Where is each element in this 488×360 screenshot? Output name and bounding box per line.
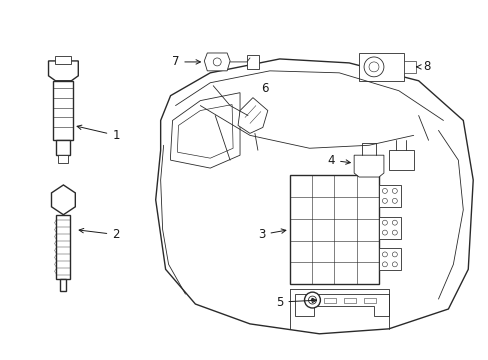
Text: 5: 5 (275, 296, 316, 309)
Circle shape (391, 198, 396, 203)
Polygon shape (55, 56, 71, 64)
Circle shape (391, 188, 396, 193)
Polygon shape (353, 155, 383, 177)
Bar (403, 61, 415, 73)
Bar (53, 81, 73, 140)
Circle shape (391, 262, 396, 267)
Bar (56, 140, 70, 155)
Circle shape (382, 230, 386, 235)
Circle shape (364, 57, 383, 77)
Circle shape (391, 230, 396, 235)
Polygon shape (294, 294, 388, 316)
Bar (358, 53, 403, 81)
Circle shape (382, 198, 386, 203)
Polygon shape (48, 61, 78, 81)
Circle shape (382, 262, 386, 267)
Circle shape (391, 252, 396, 257)
Circle shape (368, 62, 378, 72)
Text: 3: 3 (258, 228, 285, 241)
Circle shape (382, 188, 386, 193)
Circle shape (391, 220, 396, 225)
Circle shape (213, 58, 221, 66)
Polygon shape (170, 93, 240, 168)
Bar (289, 175, 378, 284)
Bar (378, 217, 400, 239)
Polygon shape (204, 53, 230, 71)
Polygon shape (238, 98, 267, 133)
Text: 6: 6 (261, 82, 268, 95)
Bar (378, 185, 400, 207)
Circle shape (382, 220, 386, 225)
Text: 8: 8 (416, 60, 429, 73)
Circle shape (382, 252, 386, 257)
Bar (61, 279, 66, 291)
Bar (59, 155, 68, 163)
Bar (56, 215, 70, 279)
Bar (378, 248, 400, 270)
Circle shape (310, 298, 313, 302)
Polygon shape (155, 59, 472, 334)
Text: 1: 1 (77, 125, 120, 142)
Polygon shape (51, 185, 75, 215)
Polygon shape (388, 150, 413, 170)
Bar (344, 298, 355, 303)
Bar (246, 55, 258, 69)
Circle shape (304, 292, 320, 308)
Bar (324, 298, 336, 303)
Circle shape (308, 296, 316, 304)
Text: 2: 2 (79, 228, 120, 241)
Text: 4: 4 (327, 154, 349, 167)
Text: 7: 7 (171, 55, 200, 68)
Polygon shape (177, 105, 233, 158)
Bar (364, 298, 375, 303)
